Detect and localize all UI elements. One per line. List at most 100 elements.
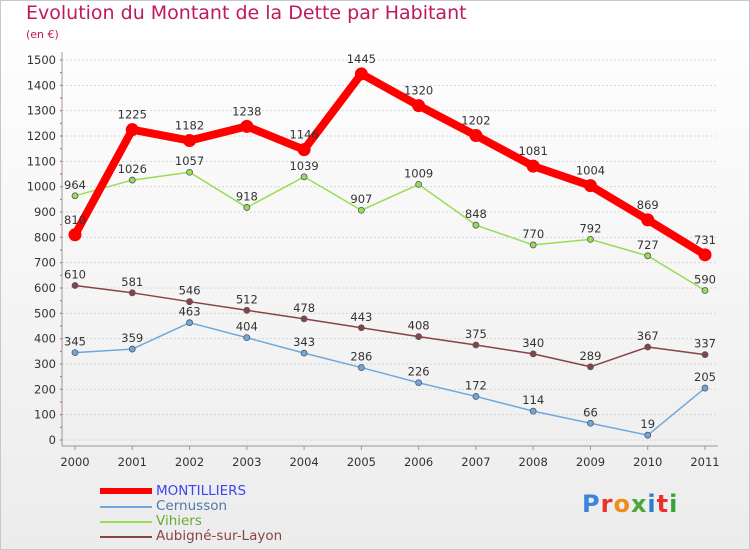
data-label: 289 <box>579 349 601 363</box>
x-tick-label: 2001 <box>118 455 147 469</box>
logo-letter: i <box>669 490 679 518</box>
data-point[interactable] <box>71 349 79 357</box>
data-label: 964 <box>64 178 86 192</box>
legend-swatch-vihiers <box>100 521 152 523</box>
y-tick-label: 1400 <box>27 78 56 92</box>
series-line-cernusson <box>74 321 706 436</box>
data-point[interactable] <box>701 351 709 359</box>
data-point[interactable] <box>415 379 423 387</box>
data-point[interactable] <box>71 282 79 289</box>
data-label: 66 <box>583 405 598 419</box>
data-label: 404 <box>236 320 258 334</box>
data-point[interactable] <box>529 407 537 415</box>
data-point[interactable] <box>587 235 594 243</box>
data-point[interactable] <box>243 334 251 342</box>
data-point[interactable] <box>415 180 423 188</box>
data-point[interactable] <box>701 287 709 294</box>
data-point[interactable] <box>472 341 480 349</box>
data-point[interactable] <box>526 159 540 173</box>
data-label: 205 <box>694 370 716 384</box>
y-tick-label: 700 <box>34 256 56 270</box>
y-tick-label: 1500 <box>27 53 56 67</box>
logo-letter: P <box>582 490 601 518</box>
data-point[interactable] <box>415 333 423 341</box>
data-point[interactable] <box>469 128 483 142</box>
data-point[interactable] <box>472 221 480 229</box>
data-point[interactable] <box>300 173 308 181</box>
data-point[interactable] <box>529 241 537 249</box>
x-tick-label: 2002 <box>175 455 204 469</box>
legend-swatch-aubigne-sur-layon <box>100 536 152 538</box>
data-point[interactable] <box>68 228 82 242</box>
data-point[interactable] <box>701 384 709 392</box>
data-label: 848 <box>465 207 487 221</box>
data-label: 581 <box>121 275 143 289</box>
data-point[interactable] <box>644 431 652 439</box>
data-point[interactable] <box>357 364 365 371</box>
data-label: 226 <box>408 365 430 379</box>
data-point[interactable] <box>128 289 136 297</box>
x-tick-label: 2003 <box>232 455 261 469</box>
data-label: 375 <box>465 327 487 341</box>
data-label: 463 <box>179 305 201 319</box>
data-point[interactable] <box>186 298 193 306</box>
data-point[interactable] <box>128 176 136 184</box>
data-point[interactable] <box>240 119 254 133</box>
data-label: 345 <box>64 335 86 349</box>
data-label: 1202 <box>461 113 490 127</box>
data-point[interactable] <box>644 252 652 260</box>
y-tick-label: 600 <box>34 281 56 295</box>
data-label: 340 <box>522 336 544 350</box>
data-point[interactable] <box>587 363 594 371</box>
data-point[interactable] <box>357 206 365 214</box>
data-point[interactable] <box>641 213 655 227</box>
data-point[interactable] <box>412 99 426 113</box>
y-tick-label: 800 <box>34 230 56 244</box>
data-label: 810 <box>64 213 86 227</box>
data-point[interactable] <box>354 67 368 81</box>
data-point[interactable] <box>698 248 712 262</box>
data-point[interactable] <box>183 134 197 148</box>
legend-swatch-cernusson <box>100 506 152 508</box>
y-tick-label: 1000 <box>27 180 56 194</box>
x-tick-label: 2007 <box>461 455 490 469</box>
data-point[interactable] <box>186 168 193 176</box>
data-label: 546 <box>179 284 201 298</box>
data-label: 286 <box>350 350 372 364</box>
y-tick-label: 1300 <box>27 104 56 118</box>
proxiti-logo: Proxiti <box>582 490 678 518</box>
legend-label-cernusson: Cernusson <box>156 498 228 514</box>
y-tick-label: 1200 <box>27 129 56 143</box>
data-point[interactable] <box>300 315 308 323</box>
data-label: 172 <box>465 378 487 392</box>
legend-label-montilliers: MONTILLIERS <box>156 483 247 499</box>
data-point[interactable] <box>297 143 311 157</box>
data-point[interactable] <box>71 192 79 200</box>
data-label: 792 <box>579 221 601 235</box>
data-label: 907 <box>350 192 372 206</box>
data-point[interactable] <box>186 319 193 327</box>
x-tick-label: 2005 <box>347 455 376 469</box>
data-point[interactable] <box>583 179 597 193</box>
y-tick-label: 500 <box>34 306 56 320</box>
data-point[interactable] <box>243 204 251 211</box>
data-label: 1320 <box>404 84 433 98</box>
data-point[interactable] <box>472 393 480 400</box>
data-point[interactable] <box>644 343 652 351</box>
data-point[interactable] <box>128 345 136 353</box>
data-label: 337 <box>694 337 716 351</box>
data-label: 343 <box>293 335 315 349</box>
logo-letter: t <box>656 490 670 518</box>
data-label: 1039 <box>289 159 318 173</box>
data-point[interactable] <box>243 306 251 314</box>
data-point[interactable] <box>587 419 594 427</box>
series-line-aubigné-sur-layon <box>74 284 706 368</box>
data-point[interactable] <box>300 349 308 357</box>
data-label: 19 <box>640 417 655 431</box>
logo-letter: x <box>630 490 648 518</box>
y-tick-label: 200 <box>34 382 56 396</box>
data-point[interactable] <box>529 350 537 358</box>
data-point[interactable] <box>357 324 365 332</box>
data-point[interactable] <box>125 123 139 137</box>
